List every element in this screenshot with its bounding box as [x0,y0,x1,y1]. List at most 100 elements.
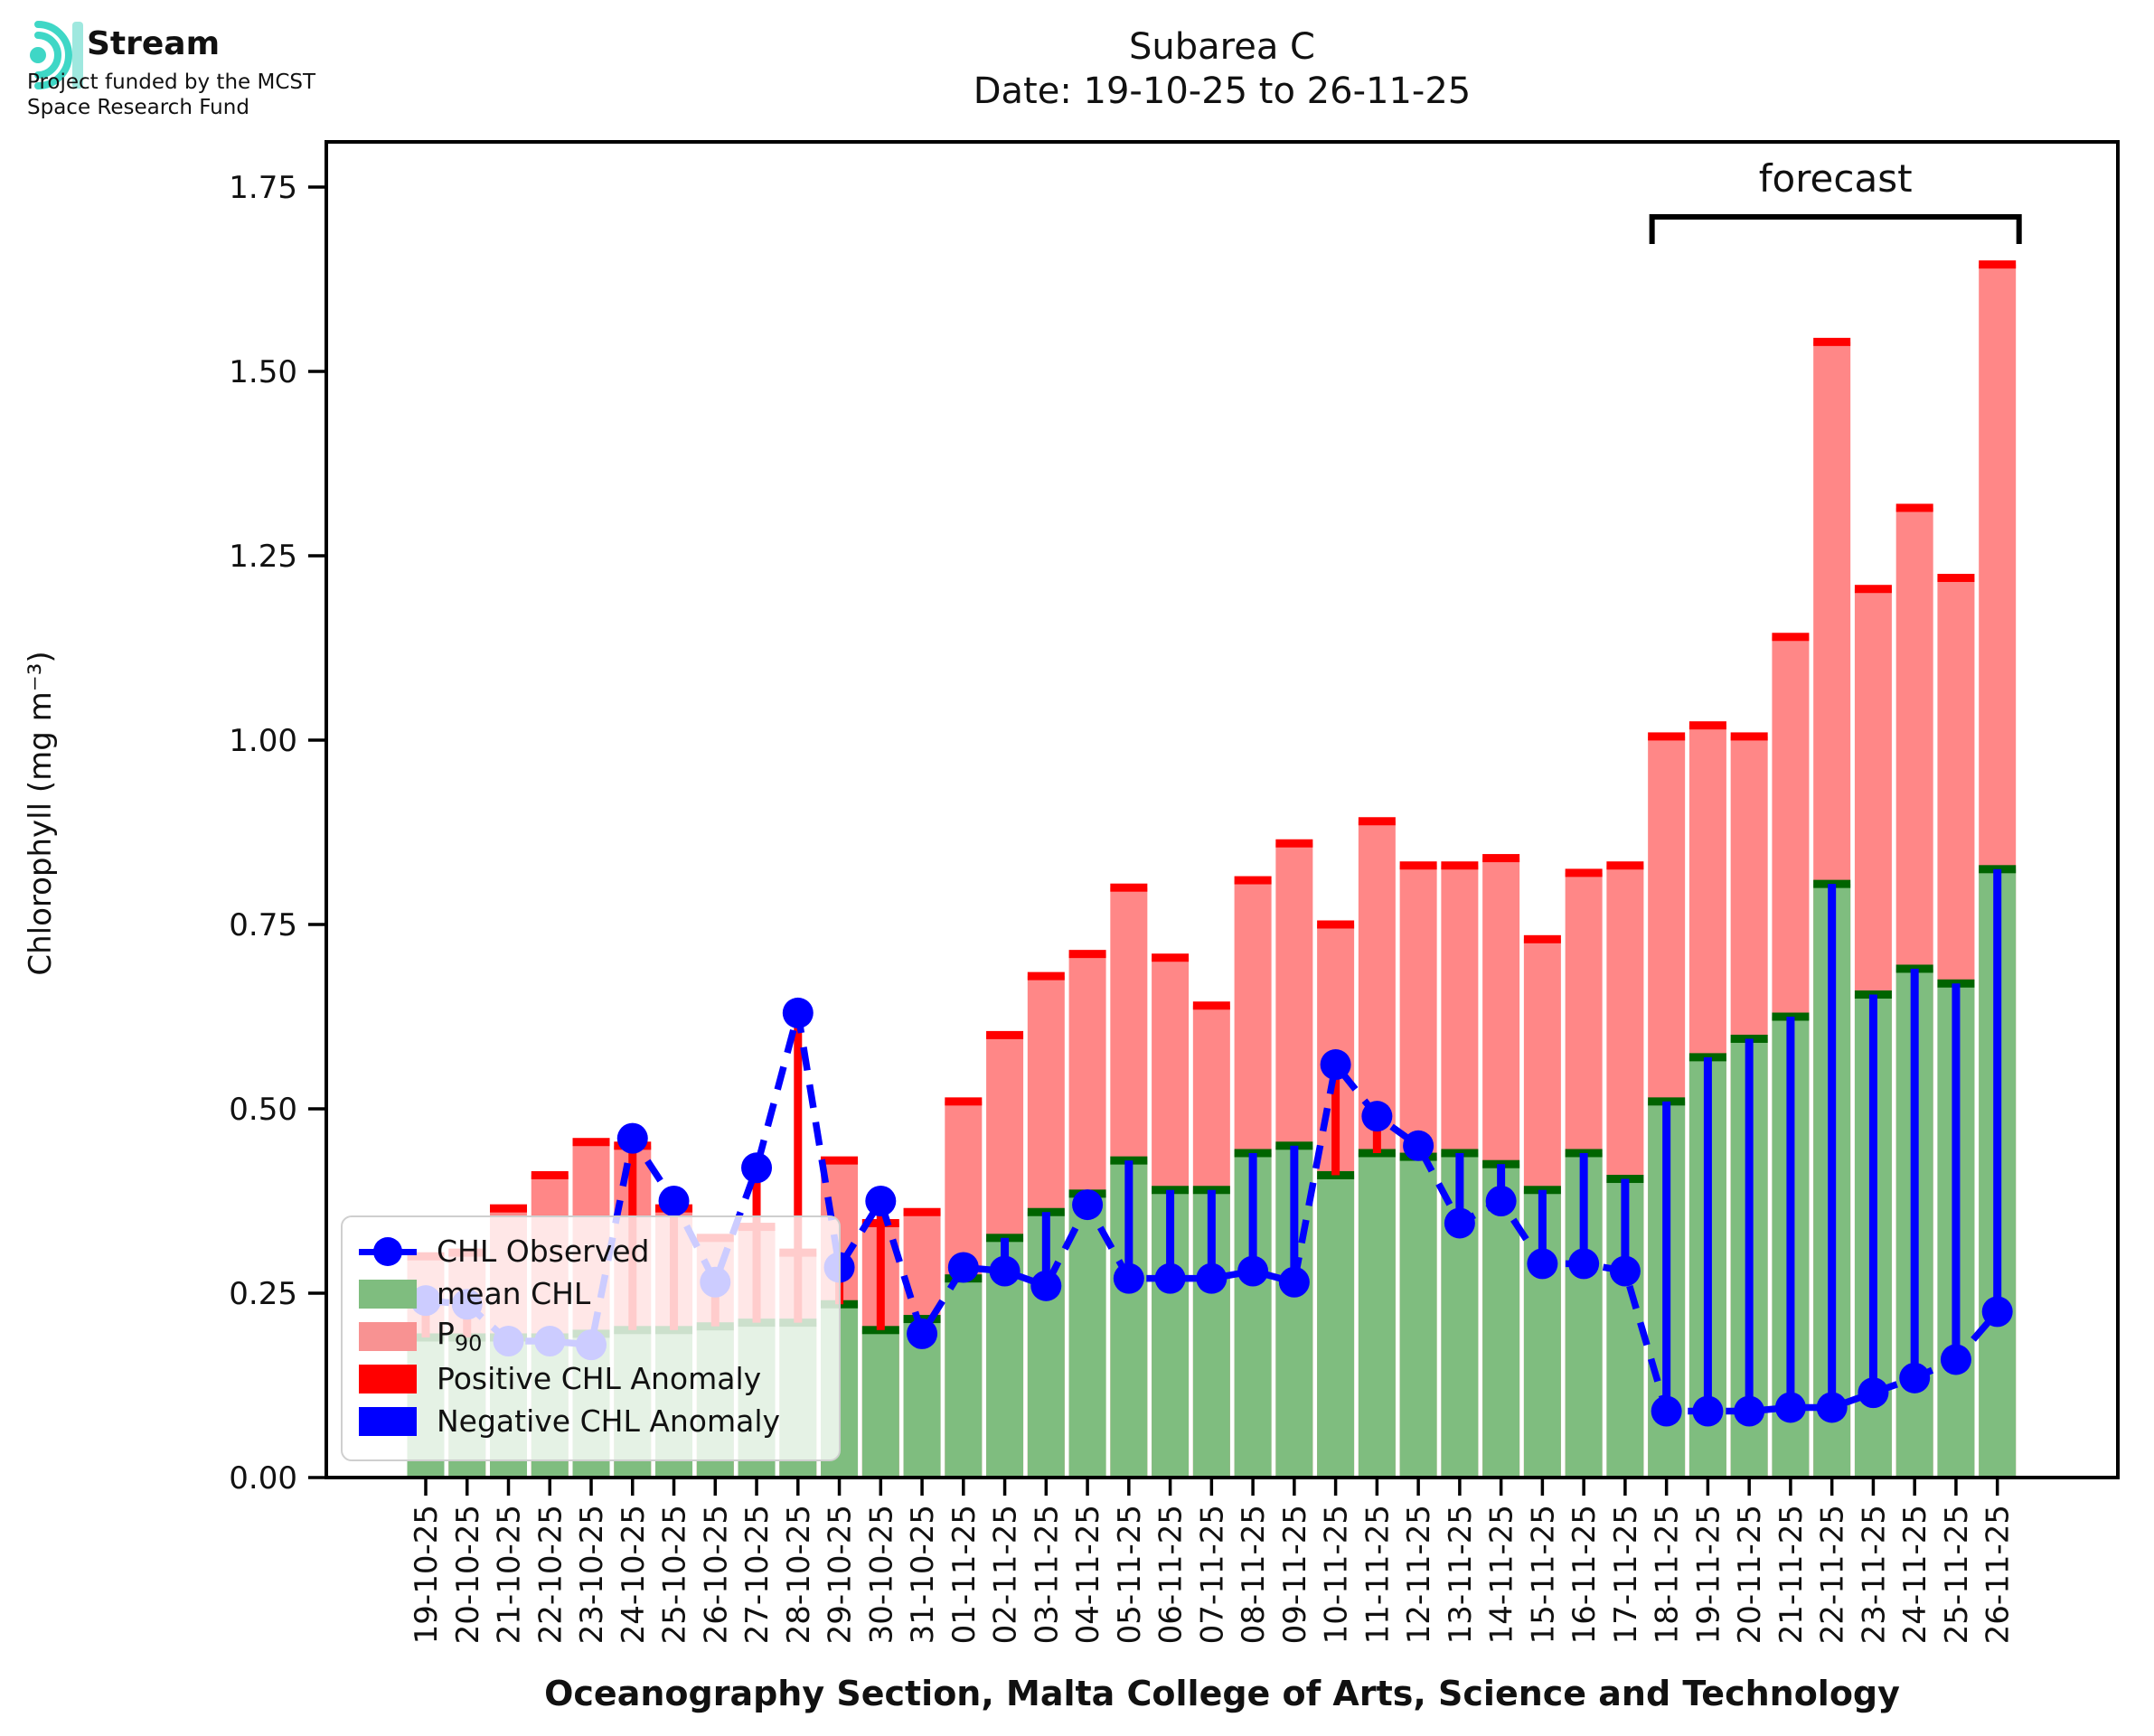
chart-title: Subarea C Date: 19-10-25 to 26-11-25 [318,25,2126,114]
x-tick-label: 24-10-25 [616,1505,652,1644]
legend-item-positive-anomaly: Positive CHL Anomaly [359,1357,839,1400]
observed-point [1485,1186,1517,1216]
p90-bar-edge [1937,573,1975,582]
legend-item-observed: CHL Observed [359,1230,839,1272]
x-tick-label: 14-11-25 [1484,1505,1520,1644]
observed-point [1568,1248,1600,1280]
x-tick-label: 23-11-25 [1856,1505,1892,1644]
x-tick-label: 21-11-25 [1773,1505,1810,1644]
y-tick-label: 1.25 [229,539,297,575]
x-tick-label: 18-11-25 [1650,1505,1686,1644]
p90-bar-edge [1275,839,1313,848]
negative-anomaly-bar [1745,1038,1754,1412]
x-tick-label: 20-11-25 [1732,1505,1768,1644]
negative-anomaly-bar [1001,1237,1010,1272]
p90-bar-edge [1730,732,1768,741]
observed-point [1361,1101,1393,1132]
observed-point [1444,1207,1475,1239]
observed-point [1981,1296,2013,1328]
observed-point [865,1186,897,1216]
x-tick-label: 28-10-25 [781,1505,817,1644]
observed-point [616,1122,648,1154]
observed-point [1196,1262,1227,1294]
x-tick-label: 01-11-25 [946,1505,983,1644]
p90-bar-edge [1606,861,1644,870]
p90-bar-edge [1110,883,1148,892]
observed-point [1154,1262,1186,1294]
observed-point [947,1252,979,1283]
legend-label-negative-anomaly: Negative CHL Anomaly [437,1403,781,1439]
x-tick-label: 15-11-25 [1525,1505,1561,1644]
negative-anomaly-bar [1290,1145,1299,1282]
positive-anomaly-swatch-icon [359,1364,417,1393]
negative-anomaly-swatch-icon [359,1406,417,1436]
observed-point [989,1255,1021,1287]
x-tick-label: 08-11-25 [1236,1505,1272,1644]
negative-anomaly-bar [1993,868,2002,1312]
negative-anomaly-bar [1497,1164,1506,1201]
funding-text-line1: Project funded by the MCST [27,70,316,94]
stream-logo: Stream Project funded by the MCST Space … [25,13,405,130]
chart-title-line2: Date: 19-10-25 to 26-11-25 [973,70,1472,112]
observed-point [782,997,814,1028]
chart-title-line1: Subarea C [1129,26,1315,68]
x-tick-label: 02-11-25 [988,1505,1024,1644]
x-tick-label: 29-10-25 [823,1505,859,1644]
negative-anomaly-bar [1455,1152,1464,1224]
stream-logo-icon [30,21,83,89]
legend-item-p90: P90 [359,1315,839,1357]
forecast-label: forecast [1759,156,1913,201]
y-tick-label: 1.75 [229,170,297,206]
x-tick-label: 10-11-25 [1319,1505,1355,1644]
observed-point [1774,1392,1806,1423]
mean-chl-bar [1317,1175,1355,1478]
negative-anomaly-bar [1703,1056,1712,1412]
legend-label-p90: P90 [437,1316,483,1356]
x-tick-label: 03-11-25 [1029,1505,1065,1644]
p90-bar-edge [1854,585,1892,594]
x-tick-label: 07-11-25 [1194,1505,1230,1644]
p90-bar-edge [1441,861,1479,870]
negative-anomaly-bar [1828,884,1837,1408]
observed-point [658,1186,690,1216]
mean-chl-bar [1068,1193,1106,1478]
x-tick-label: 11-11-25 [1359,1505,1396,1644]
negative-anomaly-bar [1248,1152,1257,1272]
x-tick-label: 12-11-25 [1401,1505,1437,1644]
x-tick-label: 19-10-25 [409,1505,445,1644]
x-tick-label: 04-11-25 [1070,1505,1106,1644]
negative-anomaly-bar [1579,1152,1588,1264]
p90-bar-edge [1523,934,1561,943]
negative-anomaly-bar [1952,983,1961,1360]
x-tick-label: 22-10-25 [532,1505,569,1644]
legend-item-mean: mean CHL [359,1272,839,1315]
negative-anomaly-bar [1868,994,1877,1393]
y-tick-label: 0.00 [229,1460,297,1497]
p90-bar-edge [572,1138,610,1147]
negative-anomaly-bar [1207,1189,1216,1279]
observed-point [1692,1395,1724,1427]
p90-bar-edge [1482,854,1520,863]
observed-point [1734,1395,1765,1427]
legend-label-observed: CHL Observed [437,1234,650,1269]
x-tick-label: 22-11-25 [1815,1505,1851,1644]
observed-point [1403,1130,1434,1161]
p90-bar-edge [945,1097,983,1106]
x-tick-label: 13-11-25 [1443,1505,1479,1644]
legend-item-negative-anomaly: Negative CHL Anomaly [359,1400,839,1442]
x-tick-label: 25-10-25 [657,1505,693,1644]
negative-anomaly-bar [1124,1160,1133,1279]
x-tick-label: 16-11-25 [1566,1505,1603,1644]
p90-bar-edge [903,1207,941,1216]
legend: CHL Observed mean CHL P90 Positive CHL A… [341,1215,841,1461]
x-tick-label: 06-11-25 [1153,1505,1190,1644]
p90-bar-edge [531,1170,569,1179]
p90-bar-edge [1979,260,2017,269]
x-tick-label: 30-10-25 [863,1505,899,1644]
p90-bar-edge [986,1030,1024,1039]
y-tick-label: 0.25 [229,1276,297,1312]
observed-point [1237,1255,1269,1287]
mean-swatch-icon [359,1279,417,1309]
